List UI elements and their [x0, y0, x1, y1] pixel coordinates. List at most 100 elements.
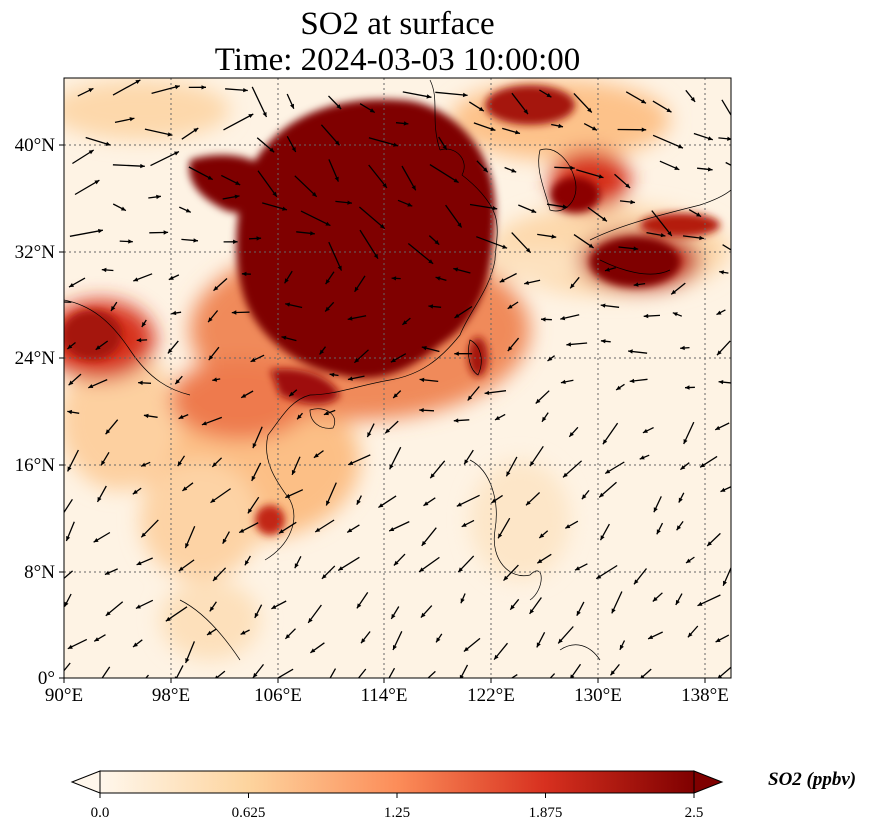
- wind-arrow-head: [696, 212, 702, 217]
- wind-arrow-head: [67, 409, 73, 415]
- wind-arrow-head: [741, 169, 746, 173]
- wind-arrow-head: [325, 306, 330, 312]
- wind-arrow-head: [738, 253, 743, 257]
- wind-arrow-head: [435, 276, 441, 281]
- wind-arrow-head: [484, 390, 490, 395]
- wind-arrow-head: [544, 680, 549, 685]
- wind-arrow-shaft: [435, 91, 468, 97]
- wind-arrow-head: [175, 379, 180, 385]
- wind-arrow-head: [143, 413, 149, 419]
- wind-arrow-head: [674, 165, 680, 170]
- wind-arrow-head: [185, 208, 191, 213]
- wind-arrow-head: [391, 276, 397, 281]
- wind-arrow-head: [507, 346, 513, 352]
- wind-arrow-shaft: [721, 99, 731, 117]
- wind-arrow-head: [310, 231, 315, 236]
- wind-arrow-head: [66, 536, 71, 541]
- wind-arrow-shaft: [359, 229, 379, 260]
- wind-arrow-head: [686, 558, 691, 563]
- wind-arrow-head: [393, 142, 398, 147]
- wind-arrow-head: [687, 632, 693, 638]
- wind-arrow-head: [290, 103, 294, 109]
- wind-arrow-head: [610, 670, 615, 676]
- wind-arrow-head: [393, 560, 399, 566]
- lat-tick-label: 32°N: [15, 242, 56, 263]
- wind-arrow-shaft: [476, 236, 508, 249]
- lon-tick-label: 98°E: [152, 685, 190, 706]
- wind-arrow-head: [105, 141, 111, 146]
- wind-arrow-head: [262, 112, 267, 117]
- wind-arrow-head: [419, 682, 424, 687]
- wind-arrow-head: [596, 574, 602, 579]
- wind-arrow-head: [605, 267, 610, 272]
- wind-arrow-head: [389, 464, 394, 470]
- lat-tick-label: 16°N: [15, 455, 56, 476]
- wind-arrow-head: [178, 414, 184, 419]
- wind-arrow-head: [430, 473, 435, 479]
- wind-arrow-head: [498, 533, 503, 539]
- wind-arrow-head: [499, 278, 505, 283]
- wind-arrow-head: [570, 283, 575, 289]
- wind-arrow-head: [558, 123, 563, 129]
- wind-arrow-head: [453, 418, 459, 423]
- wind-arrow-head: [141, 532, 146, 538]
- wind-arrow-head: [715, 638, 721, 642]
- wind-arrow-head: [699, 235, 704, 241]
- wind-arrow-head: [421, 346, 427, 351]
- wind-arrow-head: [193, 128, 199, 133]
- wind-arrow-head: [530, 461, 535, 467]
- wind-arrow-head: [630, 199, 635, 205]
- wind-arrow-head: [419, 377, 425, 383]
- wind-arrow-head: [326, 500, 331, 506]
- wind-arrow-shaft: [402, 91, 432, 98]
- wind-arrow-head: [241, 393, 247, 398]
- wind-arrow-head: [69, 283, 74, 288]
- wind-arrow-head: [515, 130, 520, 135]
- wind-arrow-head: [356, 603, 362, 609]
- wind-arrow-head: [120, 206, 126, 211]
- wind-arrow-head: [167, 132, 173, 137]
- wind-arrow-head: [163, 230, 169, 235]
- wind-arrow-head: [652, 596, 658, 602]
- wind-arrow-head: [643, 313, 649, 319]
- wind-arrow-shaft: [294, 175, 318, 198]
- wind-arrow-head: [723, 580, 727, 586]
- wind-arrow-shaft: [64, 301, 72, 303]
- lon-tick-label: 138°E: [681, 685, 729, 706]
- wind-arrow-head: [463, 647, 469, 652]
- wind-arrow-head: [105, 429, 111, 435]
- wind-arrow-head: [284, 278, 289, 284]
- wind-arrow-shaft: [64, 498, 73, 514]
- wind-arrow-head: [354, 358, 360, 363]
- wind-arrow-head: [93, 538, 99, 543]
- wind-arrow-head: [285, 634, 291, 639]
- wind-arrow-shaft: [329, 668, 337, 678]
- lon-tick-label: 90°E: [45, 685, 83, 706]
- wind-arrow-head: [599, 492, 604, 498]
- wind-arrow-head: [611, 608, 616, 614]
- wind-arrow-head: [233, 239, 238, 244]
- lat-tick-label: 8°N: [24, 562, 55, 583]
- wind-arrow-head: [672, 312, 678, 317]
- wind-arrow-head: [243, 88, 248, 93]
- wind-arrow-head: [325, 221, 331, 226]
- wind-arrow-head: [660, 233, 666, 238]
- wind-arrow-head: [718, 380, 724, 385]
- lon-tick-label: 106°E: [254, 685, 302, 706]
- wind-arrow-shaft: [112, 164, 145, 167]
- wind-arrow-head: [256, 236, 262, 241]
- wind-arrow-head: [600, 303, 606, 308]
- wind-arrow-head: [101, 267, 107, 273]
- wind-arrow-head: [59, 515, 63, 520]
- wind-arrow-shaft: [510, 674, 518, 678]
- wind-arrow-head: [503, 575, 509, 581]
- wind-arrow-head: [524, 280, 529, 285]
- wind-arrow-head: [525, 247, 531, 253]
- wind-arrow-head: [457, 222, 462, 228]
- wind-arrow-head: [507, 304, 513, 309]
- wind-arrow-head: [453, 267, 459, 272]
- wind-arrow-head: [382, 183, 387, 188]
- wind-arrow-head: [185, 658, 190, 663]
- wind-arrow-head: [212, 462, 217, 467]
- wind-arrow-head: [215, 675, 219, 678]
